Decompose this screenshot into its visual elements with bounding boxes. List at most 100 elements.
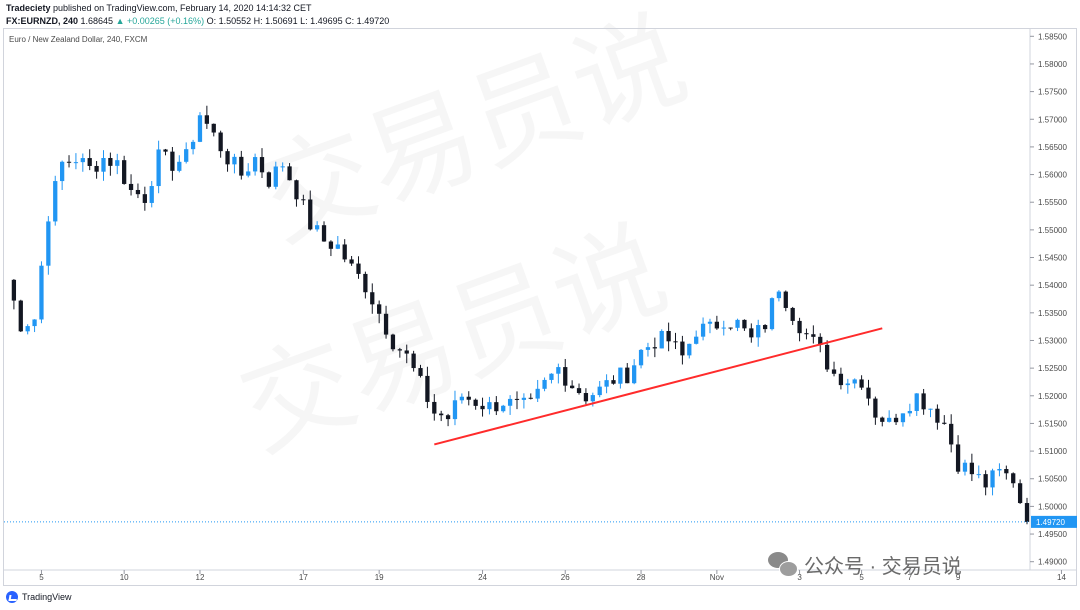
candle-body [445, 415, 451, 420]
candle-body [914, 393, 919, 411]
candle-body [301, 199, 306, 201]
candle-body [811, 334, 816, 337]
candle-body [163, 149, 168, 152]
y-tick-label: 1.57500 [1038, 88, 1067, 97]
candle-body [418, 368, 423, 376]
candle-body [66, 161, 72, 163]
publish-header: Tradeciety published on TradingView.com,… [6, 2, 389, 28]
candle-body [707, 321, 713, 324]
wechat-watermark: 公众号 · 交易员说 [768, 550, 962, 579]
x-tick-label: 19 [375, 573, 384, 582]
symbol-line: FX:EURNZD, 240 1.68645 ▲ +0.00265 (+0.16… [6, 15, 389, 28]
x-tick-label: 5 [39, 573, 44, 582]
candle-body [94, 165, 99, 172]
candle-body [404, 350, 409, 354]
support-trendline[interactable] [434, 327, 883, 446]
candle-body [859, 379, 864, 388]
candle-body [728, 327, 733, 329]
publish-info: published on TradingView.com, February 1… [50, 3, 312, 13]
candle-body [232, 156, 237, 165]
x-tick-label: 24 [478, 573, 487, 582]
candle-body [32, 319, 37, 327]
candle-body [625, 367, 630, 384]
candle-body [211, 123, 216, 133]
candle-body [949, 423, 954, 445]
candle-body [1024, 503, 1030, 522]
candle-body [742, 319, 747, 329]
candle-body [563, 367, 568, 386]
candle-body [190, 141, 196, 150]
candle-body [721, 327, 726, 329]
candle-body [321, 225, 327, 242]
candle-body [356, 263, 361, 274]
candle-body [39, 265, 44, 320]
last-price-label: 1.49720 [1036, 518, 1065, 527]
y-tick-label: 1.54000 [1038, 281, 1067, 290]
candle-body [507, 398, 513, 406]
author-name[interactable]: Tradeciety [6, 3, 51, 13]
candle-body [845, 383, 850, 386]
tradingview-brand: TradingView [22, 592, 72, 602]
x-tick-label: 14 [1057, 573, 1066, 582]
candle-body [638, 349, 644, 366]
candle-body [370, 292, 375, 305]
x-tick-label: 17 [299, 573, 308, 582]
candle-body [73, 162, 79, 164]
y-tick-label: 1.50500 [1038, 475, 1067, 484]
candle-body [962, 462, 968, 472]
candle-body [935, 408, 940, 423]
candle-body [611, 380, 616, 384]
candle-body [411, 353, 416, 369]
candle-body [714, 321, 720, 329]
candle-body [425, 375, 430, 402]
instrument-label: Euro / New Zealand Dollar, 240, FXCM [9, 35, 148, 44]
x-tick-label: Nov [710, 573, 724, 582]
candle-body [921, 393, 926, 410]
y-tick-label: 1.58000 [1038, 60, 1067, 69]
candle-body [142, 194, 147, 203]
candle-body [115, 160, 120, 166]
price-change: ▲ +0.00265 (+0.16%) [115, 16, 205, 26]
candle-body [976, 474, 981, 476]
candle-body [342, 244, 347, 260]
last-price-badge [1031, 515, 1077, 528]
candle-body [928, 408, 933, 410]
candle-body [363, 273, 368, 293]
candle-body [480, 405, 485, 410]
candle-body [287, 166, 292, 181]
symbol-label: FX:EURNZD, 240 [6, 16, 79, 26]
x-tick-label: 26 [561, 573, 570, 582]
candle-body [687, 343, 692, 356]
candle-body [818, 336, 823, 345]
candle-body [797, 320, 802, 334]
candle-body [955, 444, 961, 472]
candle-body [569, 385, 575, 389]
candle-body [335, 244, 340, 249]
candle-body [769, 298, 775, 330]
candle-body [756, 325, 761, 338]
candle-body [549, 373, 554, 380]
candle-body [473, 399, 478, 406]
y-tick-label: 1.55000 [1038, 226, 1067, 235]
candle-body [1004, 469, 1009, 474]
candle-body [521, 397, 527, 400]
candle-body [349, 259, 354, 264]
wechat-watermark-text: 公众号 · 交易员说 [804, 556, 962, 578]
candle-body [694, 336, 699, 344]
candle-body [466, 396, 471, 400]
candle-body [666, 330, 671, 342]
candle-body [294, 180, 299, 200]
y-tick-label: 1.54500 [1038, 254, 1067, 263]
candle-body [101, 157, 106, 172]
candle-body [852, 379, 857, 384]
candle-body [59, 161, 65, 182]
candle-body [838, 373, 844, 386]
candle-body [535, 388, 540, 399]
candle-body [383, 313, 389, 335]
candle-body [459, 396, 465, 401]
tradingview-footer[interactable]: TradingView [6, 591, 72, 603]
candle-body [135, 189, 141, 195]
y-tick-label: 1.49000 [1038, 558, 1067, 567]
candle-body [790, 307, 795, 321]
